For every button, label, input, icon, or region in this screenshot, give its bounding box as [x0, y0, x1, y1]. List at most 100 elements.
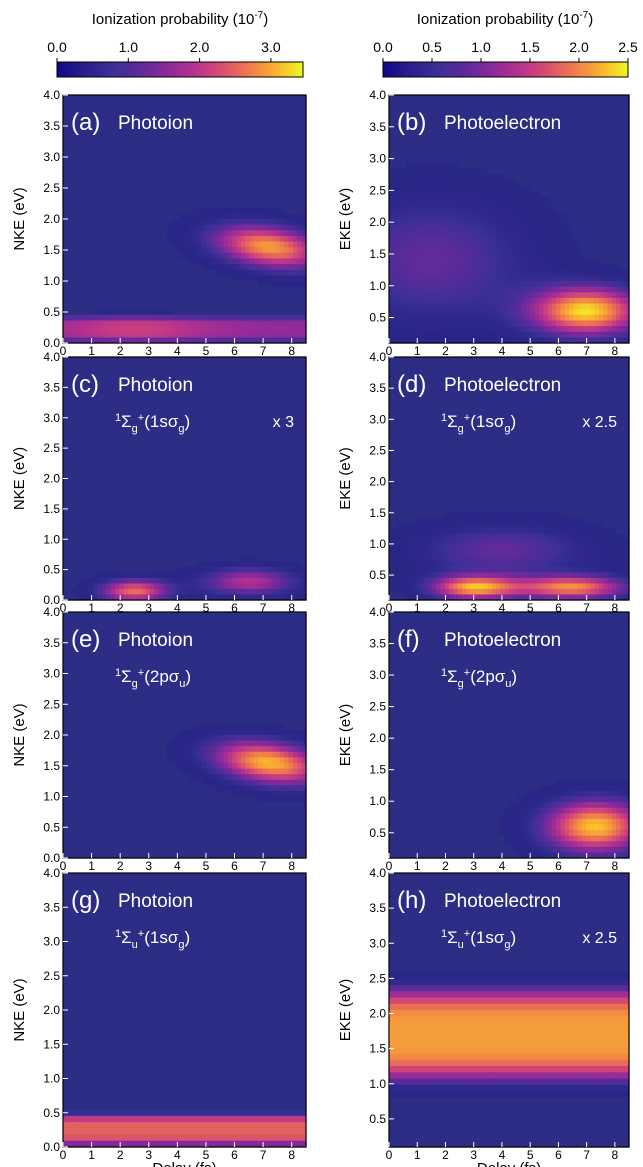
heatmap-cell — [504, 286, 510, 293]
heatmap-cell — [162, 275, 168, 282]
heatmap-cell — [84, 179, 90, 186]
heatmap-cell — [611, 247, 617, 254]
heatmap-cell — [89, 134, 94, 141]
heatmap-cell — [262, 286, 268, 293]
heatmap-cell — [500, 140, 506, 147]
heatmap-cell — [526, 190, 532, 198]
heatmap-cell — [97, 230, 103, 237]
heatmap-cell — [483, 314, 489, 322]
heatmap-cell — [414, 202, 420, 209]
heatmap-cell — [513, 168, 519, 175]
heatmap-cell — [616, 281, 622, 288]
heatmap-cell — [115, 286, 121, 293]
heatmap-cell — [457, 275, 463, 282]
heatmap-cell — [258, 252, 264, 260]
heatmap-cell — [223, 264, 229, 271]
heatmap-cell — [102, 224, 107, 231]
heatmap-cell — [110, 173, 116, 181]
heatmap-cell — [71, 111, 77, 119]
heatmap-cell — [624, 100, 630, 107]
heatmap-cell — [180, 151, 186, 158]
heatmap-cell — [275, 331, 281, 338]
heatmap-cell — [534, 128, 540, 136]
heatmap-cell — [594, 247, 600, 254]
heatmap-cell — [423, 207, 429, 214]
heatmap-cell — [530, 314, 536, 322]
heatmap-cell — [564, 128, 570, 136]
heatmap-cell — [389, 128, 394, 136]
heatmap-cell — [577, 202, 583, 209]
heatmap-cell — [210, 275, 216, 282]
heatmap-cell — [197, 140, 203, 147]
heatmap-cell — [556, 235, 562, 243]
colorbar-tick-label: 1.0 — [119, 39, 139, 55]
heatmap-cell — [245, 292, 251, 299]
heatmap-cell — [271, 320, 277, 327]
heatmap-cell — [487, 185, 493, 192]
heatmap-cell — [201, 173, 207, 181]
heatmap-cell — [84, 281, 90, 288]
heatmap-cell — [569, 100, 574, 107]
heatmap-cell — [534, 207, 540, 214]
heatmap-cell — [193, 95, 199, 102]
heatmap-cell — [197, 303, 203, 310]
heatmap-cell — [393, 157, 399, 164]
heatmap-cell — [427, 151, 433, 158]
heatmap-cell — [102, 331, 107, 338]
heatmap-cell — [93, 292, 99, 299]
heatmap-cell — [128, 128, 134, 136]
heatmap-cell — [119, 157, 125, 164]
heatmap-cell — [171, 297, 177, 305]
heatmap-cell — [543, 134, 549, 141]
heatmap-cell — [611, 100, 617, 107]
heatmap-cell — [616, 286, 622, 293]
heatmap-cell — [406, 185, 412, 192]
heatmap-cell — [393, 247, 399, 254]
heatmap-cell — [440, 134, 446, 141]
heatmap-cell — [158, 106, 164, 113]
heatmap-cell — [128, 297, 134, 305]
heatmap-cell — [128, 320, 134, 327]
heatmap-cell — [551, 157, 557, 164]
heatmap-cell — [444, 320, 450, 327]
heatmap-cell — [500, 269, 506, 276]
heatmap-cell — [526, 140, 532, 147]
heatmap-cell — [611, 173, 617, 181]
heatmap-cell — [71, 297, 77, 305]
heatmap-cell — [543, 100, 549, 107]
heatmap-cell — [110, 297, 116, 305]
heatmap-cell — [599, 309, 604, 316]
heatmap-cell — [249, 145, 255, 152]
heatmap-cell — [547, 258, 553, 265]
heatmap-cell — [249, 207, 255, 214]
heatmap-cell — [530, 281, 536, 288]
heatmap-cell — [491, 128, 497, 136]
heatmap-cell — [624, 134, 630, 141]
heatmap-cell — [401, 106, 407, 113]
heatmap-cell — [513, 145, 519, 152]
heatmap-cell — [551, 162, 557, 169]
heatmap-cell — [284, 128, 290, 136]
heatmap-cell — [266, 123, 272, 130]
heatmap-cell — [401, 331, 407, 338]
heatmap-cell — [534, 157, 540, 164]
heatmap-cell — [110, 157, 116, 164]
heatmap-cell — [556, 145, 562, 152]
heatmap-cell — [201, 207, 207, 214]
heatmap-cell — [210, 95, 216, 102]
heatmap-cell — [227, 157, 233, 164]
heatmap-cell — [410, 326, 416, 333]
heatmap-cell — [227, 320, 233, 327]
heatmap-cell — [461, 151, 467, 158]
heatmap-cell — [158, 190, 164, 198]
heatmap-cell — [63, 269, 68, 276]
heatmap-cell — [279, 337, 285, 344]
heatmap-cell — [201, 111, 207, 119]
heatmap-cell — [483, 320, 489, 327]
heatmap-cell — [145, 241, 151, 248]
heatmap-cell — [431, 331, 437, 338]
heatmap-cell — [188, 95, 194, 102]
heatmap-cell — [106, 230, 112, 237]
heatmap-cell — [543, 314, 549, 322]
heatmap-cell — [145, 100, 151, 107]
